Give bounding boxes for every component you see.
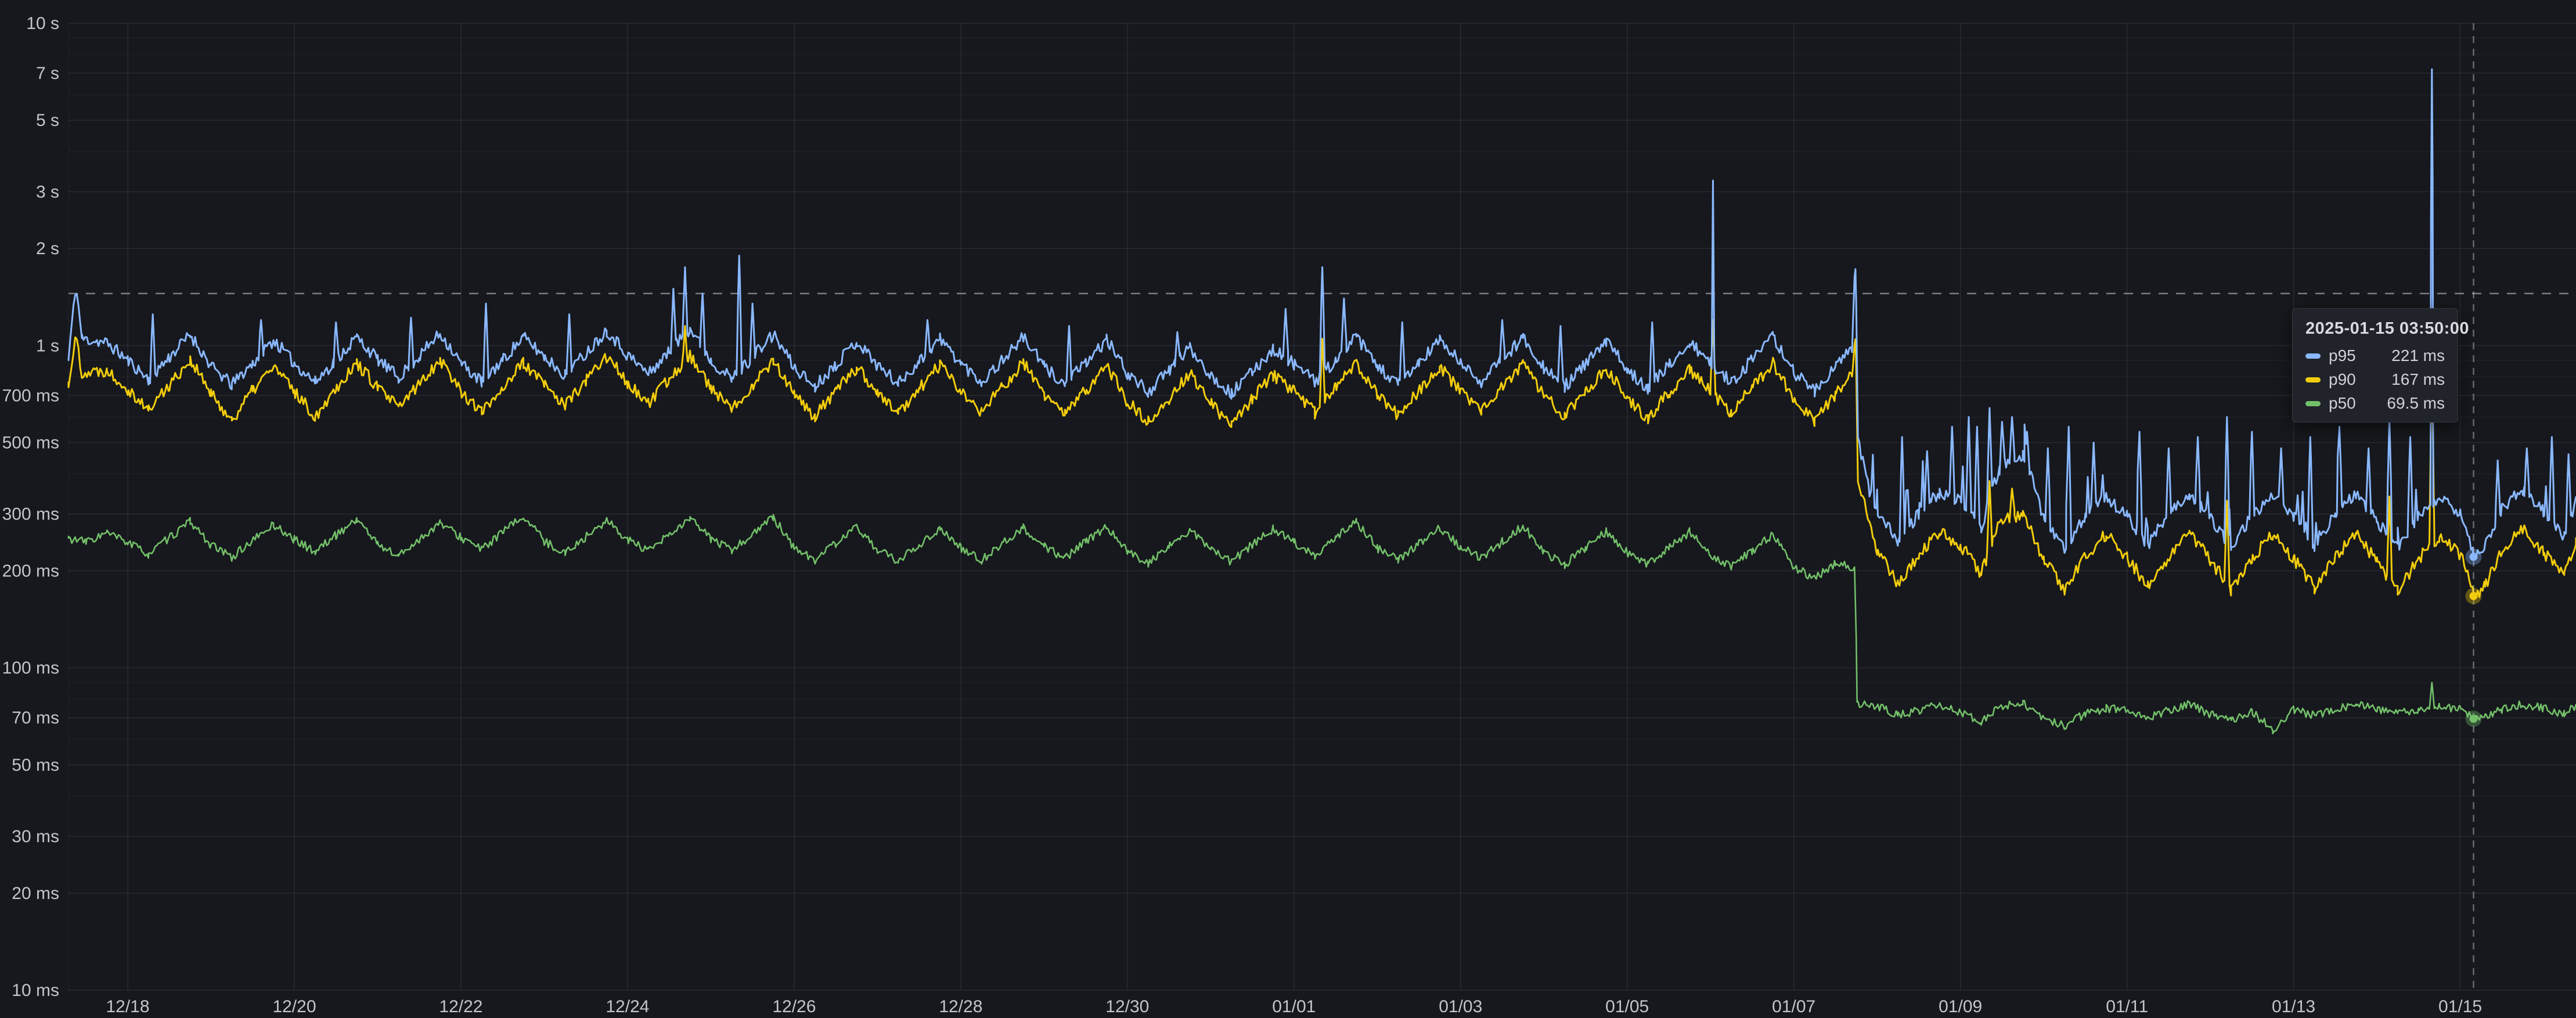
series-color-swatch-p50: [2305, 400, 2321, 406]
y-axis-tick-label: 20 ms: [12, 884, 59, 903]
series-p90-line: [67, 319, 2576, 598]
hover-point-p90: [2469, 591, 2478, 600]
y-axis-tick-label: 2 s: [36, 239, 59, 258]
tooltip-row-p90: p90 167 ms: [2305, 370, 2445, 389]
y-axis-tick-label: 30 ms: [12, 827, 59, 846]
x-axis-tick-label: 01/15: [2438, 997, 2482, 1016]
y-axis-tick-label: 300 ms: [2, 505, 59, 524]
y-axis-tick-label: 10 s: [26, 14, 59, 33]
x-axis-tick-label: 01/11: [2106, 997, 2148, 1016]
y-axis-tick-label: 7 s: [36, 64, 59, 83]
crosshair: [2465, 23, 2482, 990]
tooltip-timestamp: 2025-01-15 03:50:00: [2305, 319, 2469, 338]
x-axis-tick-label: 12/20: [272, 997, 316, 1016]
tooltip-row-p95: p95 221 ms: [2305, 346, 2445, 365]
x-axis-tick-label: 01/09: [1939, 997, 1982, 1016]
x-axis-tick-label: 01/01: [1272, 997, 1316, 1016]
x-axis-tick-label: 12/22: [439, 997, 482, 1016]
series-color-swatch-p95: [2305, 353, 2321, 359]
tooltip-series-value: 221 ms: [2391, 346, 2445, 364]
y-axis-tick-label: 70 ms: [12, 709, 59, 728]
y-axis-tick-label: 100 ms: [2, 659, 59, 678]
x-axis-labels: 12/18 12/20 12/22 12/24 12/26 12/28 12/30 01/01…: [106, 997, 2482, 1016]
y-axis-tick-label: 3 s: [36, 182, 59, 201]
series-color-swatch-p90: [2305, 377, 2321, 382]
y-axis-tick-label: 1 s: [36, 336, 59, 355]
y-axis-labels: 10 s 7 s 5 s 3 s 2 s 1 s 700 ms 500 ms 300 ms 200…: [2, 14, 59, 1000]
series-lines: [67, 68, 2576, 735]
tooltip-series-value: 69.5 ms: [2387, 394, 2445, 412]
tooltip-series-label: p95: [2329, 346, 2356, 364]
y-axis-tick-label: 700 ms: [2, 386, 59, 405]
y-axis-tick-label: 500 ms: [2, 434, 59, 453]
x-axis-tick-label: 12/24: [606, 997, 649, 1016]
x-axis-tick-label: 01/03: [1439, 997, 1482, 1016]
tooltip-rows: p95 221 ms p90 167 ms p50 69.5 ms: [2305, 346, 2445, 413]
x-axis-tick-label: 12/26: [772, 997, 816, 1016]
hover-point-p50: [2469, 714, 2478, 723]
tooltip-series-label: p50: [2329, 394, 2356, 412]
x-axis-tick-label: 12/30: [1105, 997, 1149, 1016]
grid-minor-lines: [69, 37, 2576, 797]
series-p95-line: [67, 68, 2576, 561]
tooltip-series-label: p90: [2329, 370, 2356, 388]
hover-point-p95: [2469, 553, 2478, 561]
y-axis-tick-label: 50 ms: [12, 756, 59, 775]
x-axis-tick-label: 01/05: [1605, 997, 1649, 1016]
series-p50-line: [67, 514, 2576, 735]
x-axis-tick-label: 12/18: [106, 997, 149, 1016]
chart-tooltip: 2025-01-15 03:50:00 p95 221 ms p90 167 ms p5…: [2292, 308, 2469, 423]
x-axis-tick-label: 01/13: [2272, 997, 2315, 1016]
tooltip-row-p50: p50 69.5 ms: [2305, 394, 2445, 413]
y-axis-tick-label: 200 ms: [2, 561, 59, 580]
tooltip-series-value: 167 ms: [2391, 370, 2445, 388]
y-axis-tick-label: 10 ms: [12, 981, 59, 1000]
x-axis-tick-label: 01/07: [1772, 997, 1815, 1016]
y-axis-tick-label: 5 s: [36, 111, 59, 130]
x-axis-tick-label: 12/28: [939, 997, 982, 1016]
